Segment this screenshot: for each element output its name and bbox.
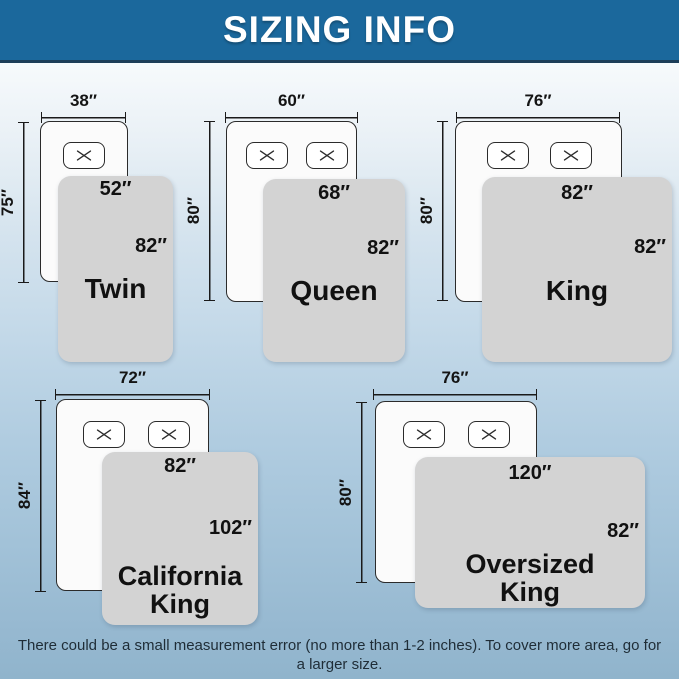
blanket-length-label: 82″ [367,237,399,259]
vertical-dimension-line [18,122,29,283]
bed-width-label: 76″ [441,368,469,387]
vertical-dimension-line [437,121,448,301]
pillow [487,142,529,169]
horizontal-dimension-line [225,112,358,123]
size-name-label: Twin [84,273,147,304]
bed-length-label: 80″ [336,478,355,507]
blanket-width-label: 68″ [318,182,350,204]
size-name-label: Oversized King [465,549,595,607]
pillow [63,142,105,169]
page-title: SIZING INFO [223,9,456,50]
pillow-x-icon [161,429,177,440]
horizontal-dimension-line [456,112,620,123]
bed-length-dimension: 84″ [15,400,46,592]
bed-length-label: 80″ [417,197,436,225]
pillow [306,142,348,169]
horizontal-dimension-line [55,389,210,400]
blanket-width-label: 52″ [99,178,132,200]
blanket-length-label: 82″ [135,235,167,257]
bed-width-dimension: 72″ [55,368,210,400]
bed-width-dimension: 60″ [225,91,358,123]
blanket-length-label: 102″ [209,517,252,539]
blanket: 52″ 82″ Twin [58,176,173,362]
pillow-x-icon [319,150,335,161]
bed-width-dimension: 76″ [456,91,620,123]
pillow-x-icon [481,429,497,440]
pillow-x-icon [259,150,275,161]
bed-width-label: 60″ [277,91,306,110]
blanket-width-label: 82″ [164,455,196,477]
bed-length-dimension: 80″ [184,121,215,301]
bed-length-dimension: 80″ [417,121,448,301]
pillow [468,421,510,448]
pillow-x-icon [416,429,432,440]
pillow-x-icon [500,150,516,161]
vertical-dimension-line [356,402,367,583]
blanket-width-label: 120″ [508,462,552,484]
pillow-x-icon [76,150,92,161]
bed-length-label: 80″ [184,197,203,225]
horizontal-dimension-line [41,112,126,123]
bed-width-label: 38″ [69,91,98,110]
bed-length-dimension: 75″ [0,122,29,283]
bed-width-label: 76″ [524,91,552,110]
blanket: 120″ 82″ Oversized King [415,457,645,608]
pillow [148,421,190,448]
bed-length-label: 75″ [0,188,17,217]
blanket: 68″ 82″ Queen [263,179,405,362]
size-name-label: King [545,275,609,306]
header: SIZING INFO [0,0,679,63]
horizontal-dimension-line [373,389,537,400]
vertical-dimension-line [204,121,215,301]
pillow [403,421,445,448]
blanket: 82″ 102″ California King [102,452,258,625]
bed-length-label: 84″ [15,482,34,510]
bed-length-dimension: 80″ [336,402,367,583]
size-name-label: California King [117,561,243,619]
pillow [246,142,288,169]
pillow-x-icon [563,150,579,161]
vertical-dimension-line [35,400,46,592]
blanket: 82″ 82″ King [482,177,672,362]
footer-note: There could be a small measurement error… [17,637,662,673]
blanket-length-label: 82″ [607,520,639,542]
blanket-width-label: 82″ [561,182,593,204]
bed-width-dimension: 76″ [373,368,537,400]
pillow [83,421,125,448]
blanket-length-label: 82″ [634,236,666,258]
size-name-label: Queen [290,275,378,306]
pillow [550,142,592,169]
bed-width-dimension: 38″ [41,91,126,123]
pillow-x-icon [96,429,112,440]
bed-width-label: 72″ [118,368,147,387]
